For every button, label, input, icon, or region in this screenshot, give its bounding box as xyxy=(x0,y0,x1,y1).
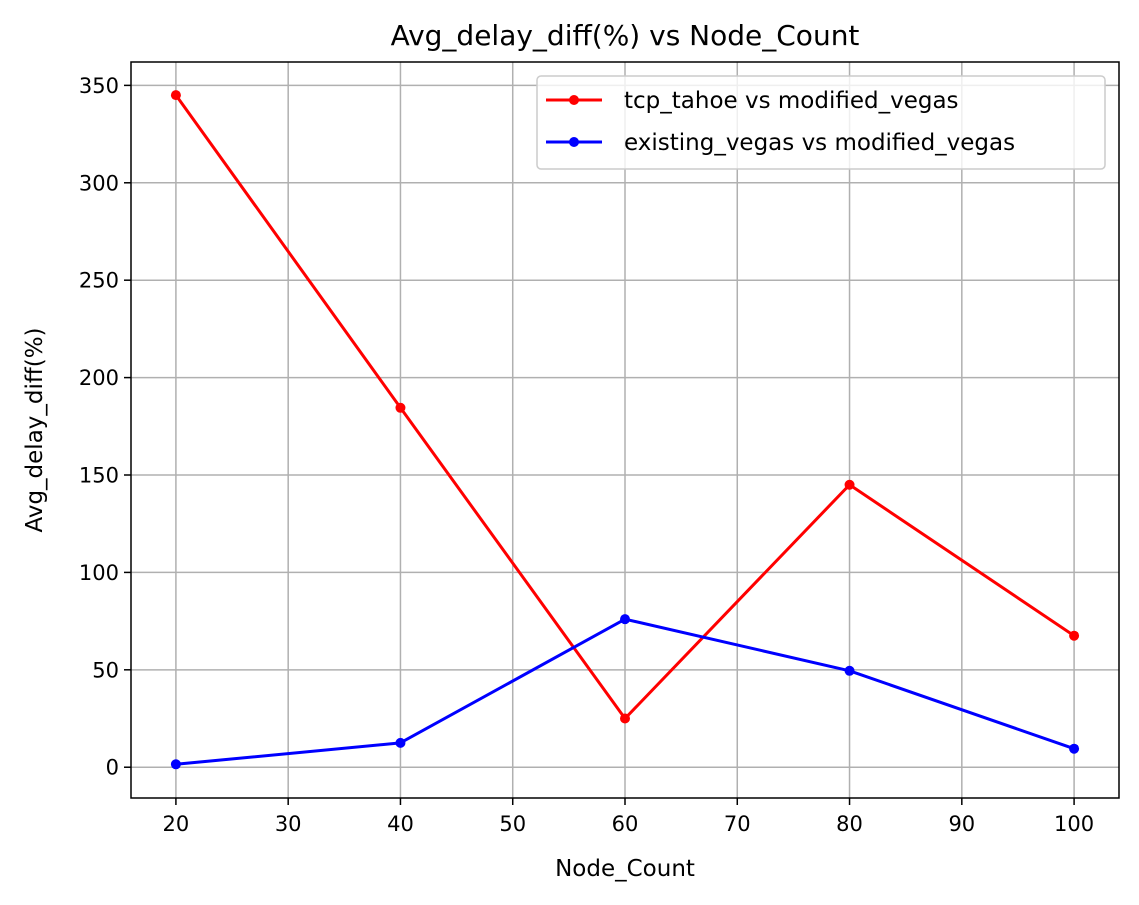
series-1 xyxy=(170,90,1080,724)
data-point xyxy=(844,665,855,676)
legend-label: tcp_tahoe vs modified_vegas xyxy=(624,88,959,114)
y-tick-label: 300 xyxy=(79,171,119,195)
x-tick-label: 100 xyxy=(1054,812,1094,836)
x-tick-label: 50 xyxy=(499,812,526,836)
data-point xyxy=(170,90,181,101)
x-tick-label: 80 xyxy=(836,812,863,836)
x-tick-label: 90 xyxy=(948,812,975,836)
chart-title: Avg_delay_diff(%) vs Node_Count xyxy=(391,19,860,52)
legend-box xyxy=(536,75,1106,170)
x-axis-ticks: 20 30 40 50 60 70 80 90 100 xyxy=(163,798,1094,836)
y-axis-ticks: 0 50 100 150 200 250 300 350 xyxy=(79,74,131,780)
data-point xyxy=(844,479,855,490)
x-tick-label: 60 xyxy=(612,812,639,836)
data-point xyxy=(620,713,630,724)
x-tick-label: 40 xyxy=(387,812,414,836)
series-2 xyxy=(170,614,1080,770)
y-tick-label: 100 xyxy=(79,561,119,585)
y-axis-label: Avg_delay_diff(%) xyxy=(22,327,48,532)
y-tick-label: 150 xyxy=(79,464,119,488)
x-tick-label: 70 xyxy=(724,812,751,836)
grid xyxy=(131,62,1119,798)
plot-frame xyxy=(130,61,1120,799)
legend-item: tcp_tahoe vs modified_vegas xyxy=(546,88,959,114)
legend-marker xyxy=(569,95,579,105)
data-point xyxy=(170,759,181,770)
legend-marker xyxy=(569,137,579,147)
data-point xyxy=(395,737,406,748)
y-tick-label: 50 xyxy=(92,658,119,682)
series-lines xyxy=(170,90,1080,770)
x-tick-label: 30 xyxy=(275,812,302,836)
y-tick-label: 250 xyxy=(79,269,119,293)
y-tick-label: 0 xyxy=(106,756,119,780)
data-point xyxy=(395,402,406,413)
legend: tcp_tahoe vs modified_vegas existing_vega… xyxy=(536,75,1106,170)
data-point xyxy=(620,614,630,625)
legend-label: existing_vegas vs modified_vegas xyxy=(624,130,1015,156)
legend-item: existing_vegas vs modified_vegas xyxy=(546,130,1015,156)
y-tick-label: 350 xyxy=(79,74,119,98)
x-tick-label: 20 xyxy=(163,812,190,836)
x-axis-label: Node_Count xyxy=(555,856,695,882)
data-point xyxy=(1069,743,1080,754)
data-point xyxy=(1069,630,1080,641)
y-tick-label: 200 xyxy=(79,366,119,390)
